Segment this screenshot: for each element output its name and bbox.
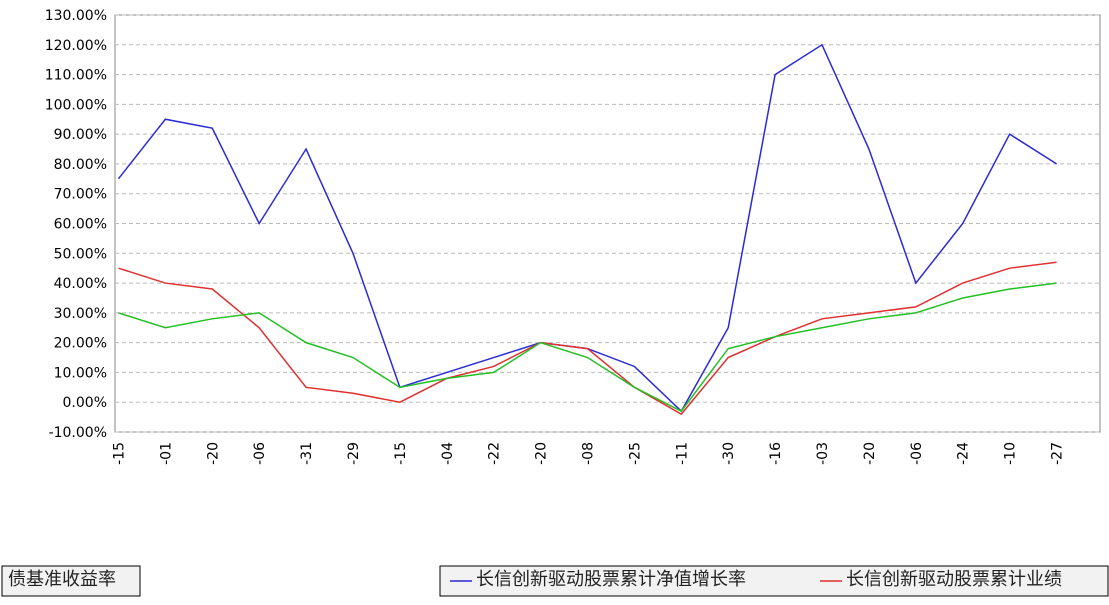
x-tick-label: -29 — [346, 442, 362, 465]
y-tick-label: 30.00% — [54, 306, 107, 322]
series-line — [118, 262, 1056, 414]
y-tick-label: 50.00% — [54, 246, 107, 262]
x-tick-label: -06 — [909, 442, 925, 465]
series-line — [118, 45, 1056, 411]
y-tick-label: -10.00% — [49, 425, 107, 441]
legend-label: 债基准收益率 — [8, 569, 116, 590]
y-tick-label: 120.00% — [45, 38, 107, 54]
x-tick-label: -16 — [768, 442, 784, 465]
x-tick-label: -20 — [862, 442, 878, 465]
y-tick-label: 10.00% — [54, 365, 107, 381]
y-tick-label: 0.00% — [63, 395, 107, 411]
y-tick-label: 110.00% — [45, 68, 107, 84]
x-tick-label: -10 — [1003, 442, 1019, 465]
x-tick-label: -06 — [252, 442, 268, 465]
y-tick-label: 90.00% — [54, 127, 107, 143]
y-tick-label: 40.00% — [54, 276, 107, 292]
y-tick-label: 130.00% — [45, 8, 107, 24]
y-tick-label: 20.00% — [54, 336, 107, 352]
x-tick-label: -20 — [205, 442, 221, 465]
x-tick-label: -15 — [111, 442, 127, 465]
x-tick-label: -30 — [721, 442, 737, 465]
y-tick-label: 100.00% — [45, 97, 107, 113]
series-line — [118, 283, 1056, 411]
x-tick-label: -11 — [674, 442, 690, 465]
legend-label: 长信创新驱动股票累计业绩 — [846, 569, 1062, 590]
x-tick-label: -24 — [956, 442, 972, 465]
x-tick-label: -15 — [393, 442, 409, 465]
legend-label: 长信创新驱动股票累计净值增长率 — [476, 569, 746, 590]
x-tick-label: -31 — [299, 442, 315, 465]
chart: -10.00% 0.00% 10.00% 20.00% 30.00% 40.00% 50.0… — [0, 0, 1109, 601]
y-tick-label: 80.00% — [54, 157, 107, 173]
x-tick-label: -04 — [440, 442, 456, 465]
x-tick-label: -27 — [1050, 442, 1066, 465]
y-tick-label: 60.00% — [54, 217, 107, 233]
x-tick-label: -20 — [534, 442, 550, 465]
x-tick-label: -08 — [581, 442, 597, 465]
x-tick-label: -22 — [487, 442, 503, 465]
x-tick-label: -01 — [158, 442, 174, 465]
y-tick-label: 70.00% — [54, 187, 107, 203]
x-tick-label: -25 — [627, 442, 643, 465]
x-tick-label: -03 — [815, 442, 831, 465]
